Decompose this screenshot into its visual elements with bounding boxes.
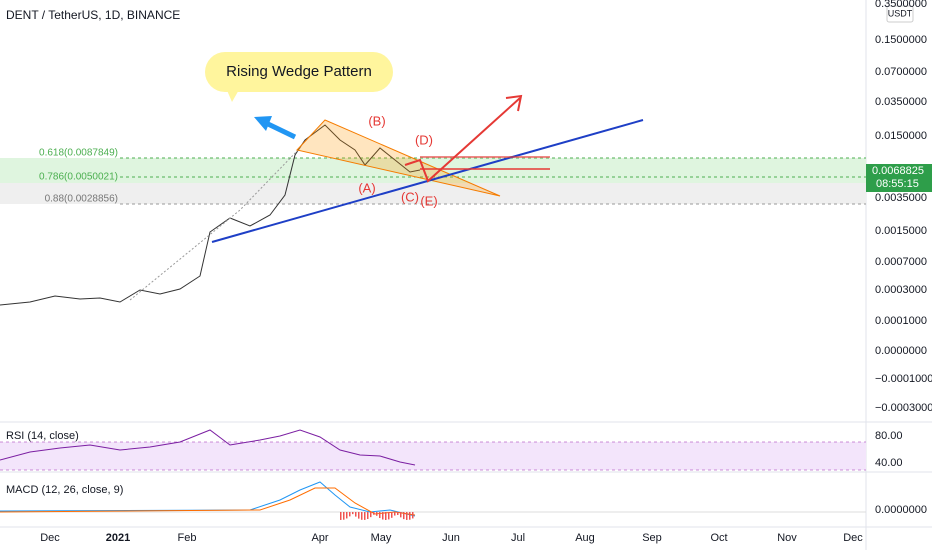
wave-label: (E) (420, 193, 437, 208)
macd-histogram (370, 512, 372, 518)
price-label: 0.0000000 (875, 345, 927, 357)
price-label: 0.0350000 (875, 96, 927, 108)
callout-bubble (205, 52, 393, 92)
macd-histogram (394, 512, 396, 516)
last-price-box (866, 164, 932, 192)
unit-badge (886, 5, 914, 23)
price-label: 0.3500000 (875, 0, 927, 10)
rsi-line (0, 429, 416, 466)
projection-arrow (404, 97, 521, 183)
price-label: 0.0700000 (875, 66, 927, 78)
wave-label: (D) (415, 132, 433, 147)
price-label: 0.0015000 (875, 225, 927, 237)
macd-histogram (340, 512, 342, 520)
price-label: 0.0150000 (875, 130, 927, 142)
wave-label: (A) (358, 180, 375, 195)
time-label: Aug (575, 532, 595, 544)
macd-histogram (352, 512, 354, 515)
price-label: 0.0035000 (875, 192, 927, 204)
fib-label: 0.786(0.0050021) (39, 172, 118, 183)
time-label: Dec (843, 532, 863, 544)
callout-tail (226, 88, 240, 102)
wave-label: (B) (368, 113, 385, 128)
macd-histogram (376, 512, 378, 516)
unit-label: USDT (888, 8, 913, 18)
last-price: 0.0068825 (872, 165, 924, 177)
macd-histogram (406, 512, 408, 520)
symbol-title: DENT / TetherUS, 1D, BINANCE (6, 8, 180, 22)
rsi-label: 40.00 (875, 457, 903, 469)
countdown: 08:55:15 (876, 178, 919, 190)
time-label: Jun (442, 532, 460, 544)
macd-histogram (400, 512, 402, 518)
macd-histogram (355, 512, 357, 517)
rsi-label: 80.00 (875, 430, 903, 442)
callout-text: Rising Wedge Pattern (226, 63, 372, 80)
macd-histogram (388, 512, 390, 520)
time-label: Dec (40, 532, 60, 544)
price-label: 0.0003000 (875, 284, 927, 296)
blue-arrow-head (254, 116, 272, 131)
macd-histogram (364, 512, 366, 520)
time-label: Nov (777, 532, 797, 544)
price-label: 0.0001000 (875, 315, 927, 327)
price-label: −0.0003000 (875, 402, 932, 414)
macd-histogram (358, 512, 360, 519)
price-label: 0.1500000 (875, 34, 927, 46)
macd-label: 0.0000000 (875, 504, 927, 516)
fib-label: 0.618(0.0087849) (39, 148, 118, 159)
macd-histogram (397, 512, 399, 515)
price-label: 0.0007000 (875, 256, 927, 268)
time-label: Sep (642, 532, 662, 544)
macd-histogram (367, 512, 369, 519)
wave-label: (C) (401, 189, 419, 204)
time-label: Jul (511, 532, 525, 544)
time-label: Oct (710, 532, 727, 544)
rsi-title: RSI (14, close) (6, 430, 79, 442)
time-label: 2021 (106, 532, 130, 544)
macd-histogram (403, 512, 405, 520)
macd-histogram (385, 512, 387, 520)
time-label: Apr (311, 532, 328, 544)
macd-histogram (349, 512, 351, 517)
macd-histogram (391, 512, 393, 518)
fib-label: 0.88(0.0028856) (45, 194, 118, 205)
macd-histogram (361, 512, 363, 520)
time-label: Feb (178, 532, 197, 544)
time-label: May (371, 532, 392, 544)
macd-histogram (379, 512, 381, 519)
macd-histogram (382, 512, 384, 520)
arrow-head (505, 94, 523, 112)
macd-histogram (409, 512, 411, 520)
macd-histogram (343, 512, 345, 520)
blue-arrow (266, 121, 297, 140)
wedge (296, 119, 501, 197)
price-label: −0.0001000 (875, 373, 932, 385)
rsi-band (0, 442, 866, 470)
macd-histogram (412, 512, 414, 519)
macd-title: MACD (12, 26, close, 9) (6, 484, 123, 496)
fib-zone (0, 183, 866, 204)
macd-histogram (346, 512, 348, 519)
macd-histogram (373, 512, 375, 515)
